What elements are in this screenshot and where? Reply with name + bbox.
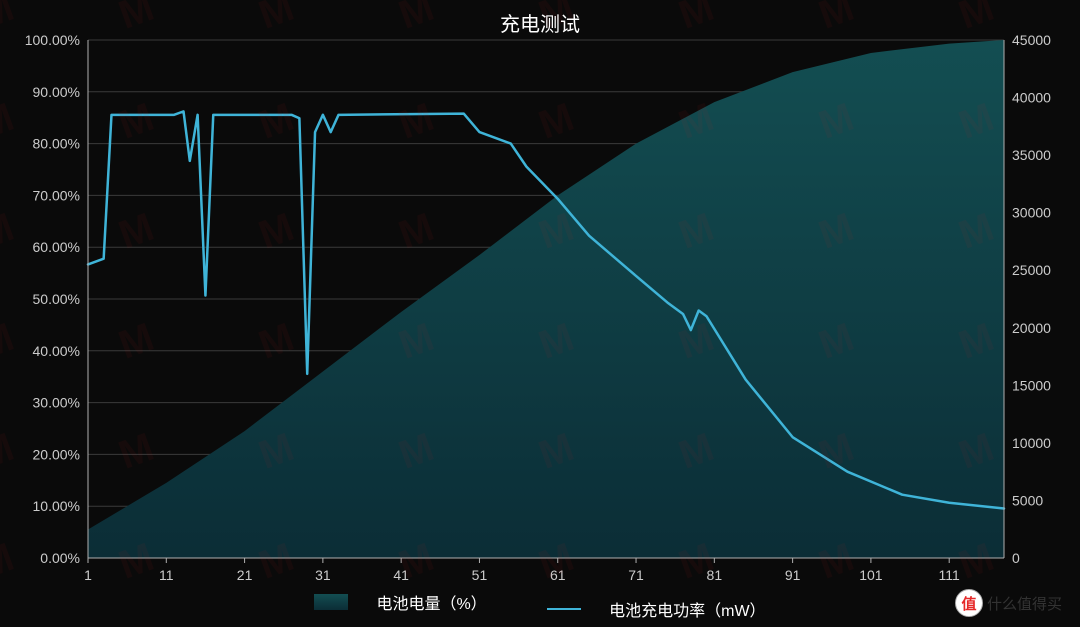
svg-text:61: 61 [550,567,566,583]
svg-text:10000: 10000 [1012,435,1051,451]
legend-label-area: 电池电量（%） [376,590,486,614]
badge-icon: 值 [955,589,983,617]
svg-text:91: 91 [785,567,801,583]
svg-text:31: 31 [315,567,331,583]
legend-swatch-area [314,594,348,610]
svg-text:101: 101 [859,567,883,583]
legend-item-line: 电池充电功率（mW） [533,597,779,621]
svg-text:70.00%: 70.00% [33,187,80,203]
corner-badge: 值 什么值得买 [955,589,1062,617]
legend: 电池电量（%） 电池充电功率（mW） [0,590,1080,621]
svg-text:20.00%: 20.00% [33,446,80,462]
svg-text:51: 51 [472,567,488,583]
svg-text:0.00%: 0.00% [40,550,80,566]
svg-text:50.00%: 50.00% [33,291,80,307]
svg-text:1: 1 [84,567,92,583]
svg-text:20000: 20000 [1012,320,1051,336]
svg-text:40.00%: 40.00% [33,343,80,359]
svg-text:60.00%: 60.00% [33,239,80,255]
legend-swatch-line [547,608,581,610]
svg-text:5000: 5000 [1012,492,1043,508]
svg-text:0: 0 [1012,550,1020,566]
svg-text:90.00%: 90.00% [33,84,80,100]
svg-text:35000: 35000 [1012,147,1051,163]
svg-text:11: 11 [159,567,174,583]
svg-text:30000: 30000 [1012,205,1051,221]
legend-label-line: 电池充电功率（mW） [609,597,765,621]
svg-text:71: 71 [628,567,644,583]
badge-text: 什么值得买 [987,593,1062,614]
svg-text:25000: 25000 [1012,262,1051,278]
svg-text:80.00%: 80.00% [33,136,80,152]
svg-text:10.00%: 10.00% [33,498,80,514]
chart-title: 充电测试 [0,8,1080,37]
svg-text:40000: 40000 [1012,90,1051,106]
svg-text:81: 81 [707,567,723,583]
chart-canvas: 0.00% 10.00% 20.00% 30.00% 40.00% 50.00% 60.00… [0,0,1080,627]
svg-text:41: 41 [393,567,409,583]
svg-text:30.00%: 30.00% [33,395,80,411]
legend-item-area: 电池电量（%） [300,590,500,614]
svg-text:111: 111 [939,567,960,583]
svg-text:15000: 15000 [1012,377,1051,393]
svg-text:21: 21 [237,567,253,583]
